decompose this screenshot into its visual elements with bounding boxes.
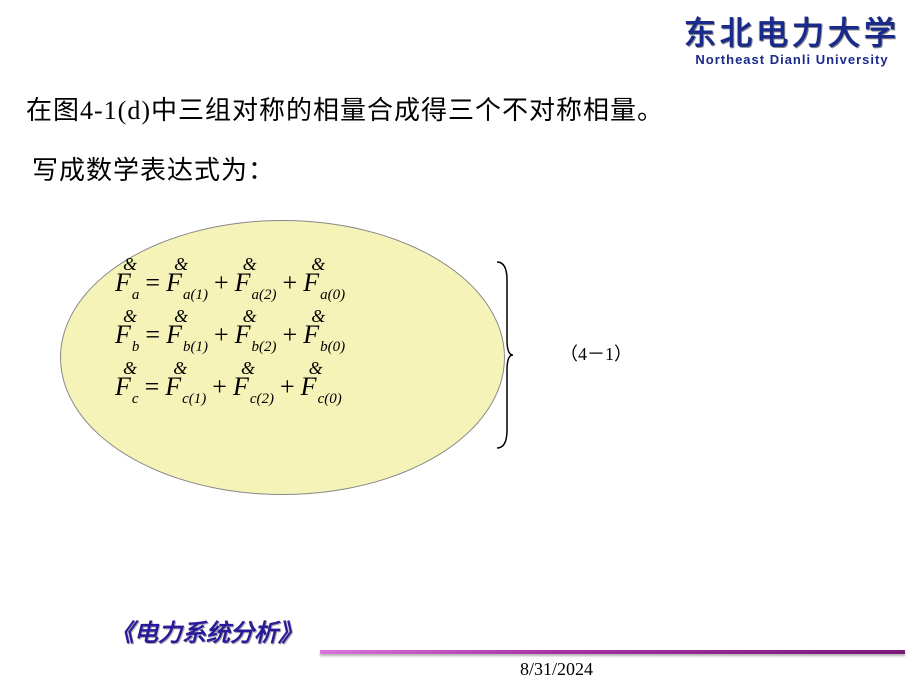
footer-date: 8/31/2024: [520, 659, 593, 680]
equation-block: F&a=F&a(1)+F&a(2)+F&a(0) F&b=F&b(1)+F&b(2…: [115, 268, 485, 424]
footer-divider-line: [320, 650, 905, 654]
paragraph-line-1: 在图4-1(d)中三组对称的相量合成得三个不对称相量。: [26, 90, 664, 127]
logo-chinese: 东北电力大学: [684, 8, 900, 54]
equation-row: F&b=F&b(1)+F&b(2)+F&b(0): [115, 320, 485, 350]
equation-number-label: （4－1）: [560, 340, 632, 366]
equation-ellipse-container: F&a=F&a(1)+F&a(2)+F&a(0) F&b=F&b(1)+F&b(2…: [60, 220, 505, 495]
equation-brace-icon: [495, 260, 515, 450]
equation-row: F&c=F&c(1)+F&c(2)+F&c(0): [115, 372, 485, 402]
equation-row: F&a=F&a(1)+F&a(2)+F&a(0): [115, 268, 485, 298]
paragraph-line-2: 写成数学表达式为：: [32, 150, 275, 187]
footer-course-title: 《电力系统分析》: [110, 613, 302, 648]
university-logo: 东北电力大学 Northeast Dianli University: [684, 8, 900, 67]
logo-english: Northeast Dianli University: [684, 52, 900, 67]
